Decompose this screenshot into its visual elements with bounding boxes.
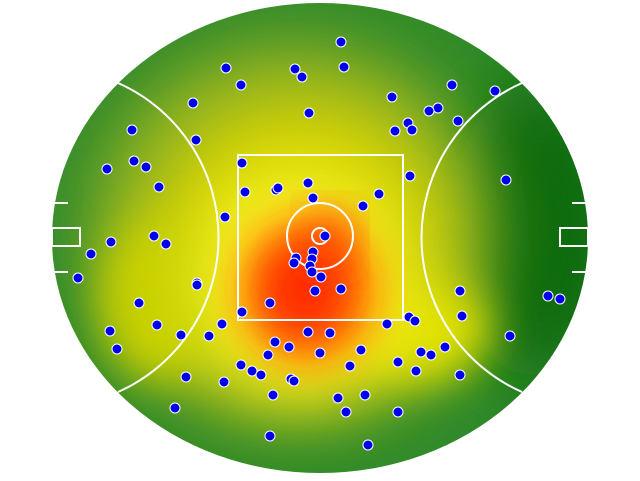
point (306, 266, 318, 278)
point (104, 325, 116, 337)
point (148, 230, 160, 242)
point (415, 346, 427, 358)
point (264, 297, 276, 309)
point (425, 349, 437, 361)
point (133, 297, 145, 309)
point (332, 392, 344, 404)
point (283, 341, 295, 353)
point (160, 238, 172, 250)
point (404, 170, 416, 182)
point (319, 230, 331, 242)
point (439, 341, 451, 353)
point (175, 329, 187, 341)
point (452, 115, 464, 127)
point (314, 347, 326, 359)
point (454, 369, 466, 381)
point (269, 336, 281, 348)
point (489, 85, 501, 97)
point (288, 375, 300, 387)
point (373, 188, 385, 200)
point (302, 326, 314, 338)
point (409, 315, 421, 327)
point (239, 186, 251, 198)
point (180, 371, 192, 383)
point (542, 290, 554, 302)
point (324, 327, 336, 339)
point (128, 155, 140, 167)
point (220, 62, 232, 74)
point (307, 192, 319, 204)
point (218, 376, 230, 388)
point (432, 102, 444, 114)
point (344, 360, 356, 372)
point (454, 285, 466, 297)
point (236, 157, 248, 169)
point (504, 330, 516, 342)
point (315, 271, 327, 283)
point (126, 124, 138, 136)
point (340, 406, 352, 418)
point (105, 236, 117, 248)
point (264, 430, 276, 442)
point (423, 105, 435, 117)
point (169, 402, 181, 414)
point (219, 211, 231, 223)
point (72, 272, 84, 284)
point (303, 107, 315, 119)
point (187, 97, 199, 109)
point (190, 134, 202, 146)
point (255, 369, 267, 381)
point (111, 343, 123, 355)
point (262, 349, 274, 361)
point (235, 79, 247, 91)
point (500, 174, 512, 186)
point (153, 181, 165, 193)
point (101, 163, 113, 175)
point (335, 283, 347, 295)
point (288, 257, 300, 269)
point (554, 293, 566, 305)
point (335, 36, 347, 48)
point (236, 306, 248, 318)
point (267, 389, 279, 401)
point (386, 91, 398, 103)
point (302, 177, 314, 189)
point (296, 71, 308, 83)
point (272, 182, 284, 194)
point (410, 365, 422, 377)
points (72, 36, 566, 451)
point (140, 161, 152, 173)
point (359, 389, 371, 401)
field-lines (51, 82, 589, 393)
point (392, 356, 404, 368)
point (381, 318, 393, 330)
point (191, 279, 203, 291)
point (446, 79, 458, 91)
point (392, 406, 404, 418)
point (309, 285, 321, 297)
point (456, 310, 468, 322)
point (355, 344, 367, 356)
point (357, 200, 369, 212)
point (338, 61, 350, 73)
point (235, 359, 247, 371)
point (289, 63, 301, 75)
point (216, 318, 228, 330)
point (246, 365, 258, 377)
point (151, 319, 163, 331)
point (406, 124, 418, 136)
point (389, 125, 401, 137)
point (85, 248, 97, 260)
point (362, 439, 374, 451)
point (203, 330, 215, 342)
